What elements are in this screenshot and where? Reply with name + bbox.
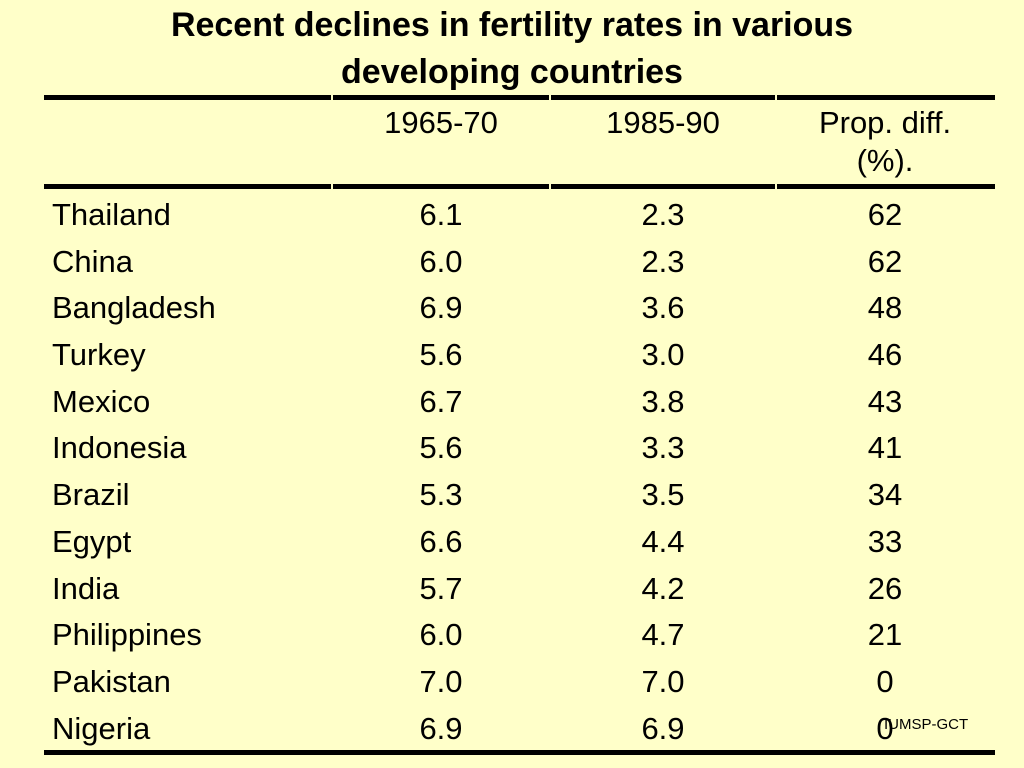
- cell-prop-diff: 33: [867, 523, 903, 559]
- cell-country: Brazil: [52, 477, 130, 513]
- title-line-1: Recent declines in fertility rates in va…: [170, 6, 854, 44]
- cell-rate-1965-70: 6.1: [419, 197, 463, 232]
- table-row: Brazil 5.3 3.5 34: [44, 472, 995, 519]
- cell-rate-1985-90: 2.3: [641, 243, 685, 279]
- cell-country: Pakistan: [52, 663, 171, 699]
- cell-country: Nigeria: [52, 710, 151, 746]
- header-prop-diff: Prop. diff. (%).: [777, 104, 993, 180]
- cell-country: Thailand: [52, 197, 171, 232]
- cell-rate-1965-70: 6.9: [419, 290, 463, 326]
- cell-prop-diff: 26: [867, 570, 903, 606]
- cell-prop-diff: 21: [867, 617, 903, 653]
- cell-country: China: [52, 243, 133, 279]
- cell-rate-1965-70: 6.0: [419, 243, 463, 279]
- cell-rate-1985-90: 3.8: [641, 383, 685, 419]
- cell-rate-1985-90: 3.5: [641, 477, 685, 513]
- column-gap: [775, 95, 777, 189]
- table-row: Indonesia 5.6 3.3 41: [44, 425, 995, 472]
- table-row: Nigeria 6.9 6.9 0: [44, 706, 995, 753]
- footer-label: IUMSP-GCT: [884, 716, 969, 733]
- cell-prop-diff: 34: [867, 477, 903, 513]
- cell-country: Turkey: [52, 337, 146, 373]
- header-1965-70: 1965-70: [384, 105, 498, 140]
- table-bottom-rule: [44, 750, 995, 755]
- cell-prop-diff: 48: [867, 290, 903, 326]
- table-row: Philippines 6.0 4.7 21: [44, 612, 995, 659]
- header-prop-diff-line-2: (%).: [856, 143, 914, 178]
- cell-rate-1985-90: 2.3: [641, 197, 685, 232]
- cell-country: Indonesia: [52, 430, 187, 466]
- table-row: Turkey 5.6 3.0 46: [44, 332, 995, 379]
- cell-rate-1965-70: 6.9: [419, 710, 463, 746]
- table-row: Bangladesh 6.9 3.6 48: [44, 285, 995, 332]
- header-prop-diff-line-1: Prop. diff.: [818, 105, 952, 140]
- table-body: Thailand 6.1 2.3 62 China 6.0 2.3 62 Bangladesh 6…: [44, 192, 995, 752]
- cell-prop-diff: 43: [867, 383, 903, 419]
- cell-country: Philippines: [52, 617, 202, 653]
- cell-rate-1985-90: 6.9: [641, 710, 685, 746]
- column-gap: [331, 95, 333, 189]
- cell-country: Bangladesh: [52, 290, 216, 326]
- table-row: Mexico 6.7 3.8 43: [44, 379, 995, 426]
- cell-rate-1985-90: 7.0: [641, 663, 685, 699]
- column-gap: [549, 95, 551, 189]
- cell-rate-1965-70: 5.7: [419, 570, 463, 606]
- cell-rate-1985-90: 4.4: [641, 523, 685, 559]
- cell-country: Mexico: [52, 383, 151, 419]
- cell-rate-1985-90: 3.3: [641, 430, 685, 466]
- cell-prop-diff: 0: [876, 710, 894, 746]
- table-row: Pakistan 7.0 7.0 0: [44, 659, 995, 706]
- title-line-2: developing countries: [341, 53, 683, 91]
- cell-rate-1965-70: 5.3: [419, 477, 463, 513]
- cell-rate-1985-90: 3.6: [641, 290, 685, 326]
- header-1985-90: 1985-90: [606, 105, 720, 140]
- cell-rate-1965-70: 6.6: [419, 523, 463, 559]
- table-row: Egypt 6.6 4.4 33: [44, 519, 995, 566]
- cell-prop-diff: 46: [867, 337, 903, 373]
- cell-prop-diff: 0: [876, 663, 894, 699]
- cell-rate-1985-90: 4.2: [641, 570, 685, 606]
- table-row: Thailand 6.1 2.3 62: [44, 192, 995, 239]
- slide-title: Recent declines in fertility rates in va…: [0, 2, 1024, 96]
- cell-country: Egypt: [52, 523, 132, 559]
- cell-rate-1965-70: 7.0: [419, 663, 463, 699]
- cell-rate-1965-70: 5.6: [419, 337, 463, 373]
- cell-prop-diff: 41: [867, 430, 903, 466]
- cell-rate-1985-90: 4.7: [641, 617, 685, 653]
- cell-rate-1965-70: 5.6: [419, 430, 463, 466]
- table-row: China 6.0 2.3 62: [44, 239, 995, 286]
- table-top-rule: [44, 95, 995, 100]
- cell-rate-1985-90: 3.0: [641, 337, 685, 373]
- table-header-rule: [44, 184, 995, 189]
- cell-prop-diff: 62: [867, 243, 903, 279]
- cell-country: India: [52, 570, 120, 606]
- cell-rate-1965-70: 6.0: [419, 617, 463, 653]
- table-row: India 5.7 4.2 26: [44, 566, 995, 613]
- cell-rate-1965-70: 6.7: [419, 383, 463, 419]
- cell-prop-diff: 62: [867, 197, 903, 232]
